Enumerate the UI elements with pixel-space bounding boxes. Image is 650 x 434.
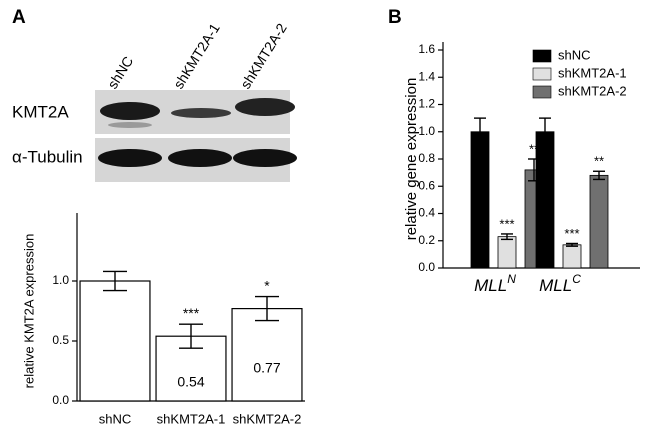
bar [535, 131, 555, 269]
error-bar [103, 270, 127, 292]
error-bar [566, 242, 578, 247]
error-bar [593, 170, 605, 181]
x-tick-label: MLLC [539, 272, 581, 295]
x-tick-label: shKMT2A-1 [157, 411, 226, 426]
significance: ** [594, 154, 604, 169]
legend-swatch [532, 85, 552, 99]
significance: *** [499, 216, 514, 231]
significance: * [264, 277, 270, 293]
blot-band [168, 149, 232, 167]
lane-label: shKMT2A-1 [170, 20, 223, 91]
y-tick-label: 0.8 [418, 151, 435, 165]
error-bar [255, 295, 279, 322]
bar [562, 244, 582, 269]
value-label: 0.54 [177, 373, 204, 389]
legend-swatch [532, 67, 552, 81]
blot-band [98, 149, 162, 167]
y-tick-label: 0.4 [418, 206, 435, 220]
y-tick-label: 0.0 [418, 260, 435, 274]
bar [231, 308, 303, 402]
legend-label: shNC [558, 47, 591, 62]
error-bar [474, 117, 486, 147]
significance: *** [183, 305, 200, 321]
category: MLL [539, 276, 572, 295]
value-label: 0.77 [253, 360, 280, 376]
error-bar [179, 323, 203, 349]
bar [470, 131, 490, 269]
row-label: α-Tubulin [12, 147, 83, 166]
y-axis-label: relative KMT2A expression [21, 234, 36, 389]
y-tick-label: 1.6 [418, 42, 435, 56]
bar [497, 236, 517, 269]
y-tick-label: 0.2 [418, 233, 435, 247]
x-tick-label: shNC [99, 411, 132, 426]
western-blot [95, 90, 297, 182]
lane-label: shKMT2A-2 [237, 20, 290, 91]
significance: ** [529, 141, 539, 156]
significance: *** [564, 226, 579, 241]
category-superscript: C [572, 272, 581, 286]
error-bar [539, 117, 551, 147]
y-tick-label: 1.0 [418, 124, 435, 138]
category: MLL [474, 276, 507, 295]
y-axis-label: relative gene expression [403, 78, 420, 241]
row-label: KMT2A [12, 102, 69, 121]
x-tick-label: shKMT2A-2 [233, 411, 302, 426]
blot-band [108, 122, 152, 128]
x-tick-label: MLLN [474, 272, 516, 295]
y-tick-label: 0.5 [52, 333, 69, 347]
bar [79, 280, 151, 402]
panel-label: A [12, 7, 26, 28]
error-bar [501, 233, 513, 241]
bar [589, 174, 609, 269]
y-tick-label: 1.2 [418, 97, 435, 111]
blot-band [233, 149, 297, 167]
y-tick-label: 0.0 [52, 393, 69, 407]
legend-swatch [532, 49, 552, 63]
blot-band [171, 108, 231, 118]
y-tick-label: 1.0 [52, 273, 69, 287]
category-superscript: N [507, 272, 516, 286]
y-tick-label: 1.4 [418, 69, 435, 83]
panel-label: B [388, 7, 402, 28]
legend-label: shKMT2A-1 [558, 65, 627, 80]
blot-band [235, 98, 295, 116]
legend-label: shKMT2A-2 [558, 83, 627, 98]
blot-band [100, 102, 160, 120]
lane-label: shNC [104, 53, 136, 91]
y-tick-label: 0.6 [418, 178, 435, 192]
